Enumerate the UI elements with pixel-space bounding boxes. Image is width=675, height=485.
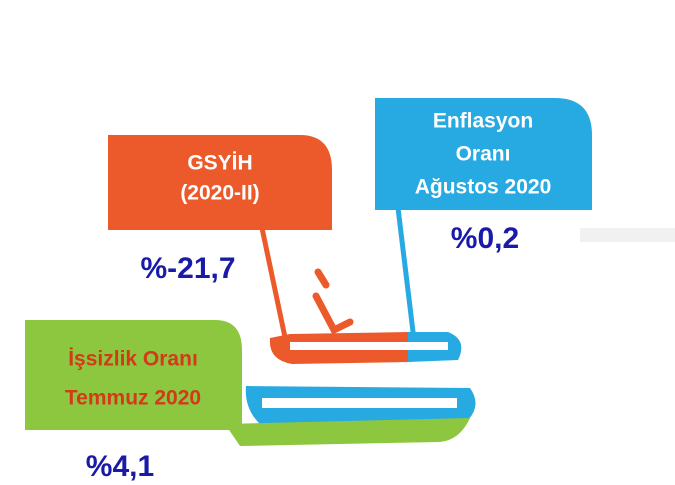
box-label: GSYİH [187, 152, 252, 175]
box-label: İşsizlik Oranı [68, 348, 198, 371]
box-label: (2020-II) [180, 182, 259, 205]
orange-band-inner [290, 342, 408, 350]
green-band [225, 418, 470, 446]
box-label: Enflasyon [433, 110, 533, 133]
unemployment-box [25, 320, 242, 430]
box-label: Oranı [456, 143, 511, 166]
gdp-box [108, 135, 332, 230]
orange-stick [259, 227, 289, 343]
blue-band-inner [408, 342, 448, 350]
inflation-box [375, 98, 592, 210]
orange-hook [312, 268, 354, 335]
value: %0,2 [451, 222, 519, 255]
value: %4,1 [86, 450, 154, 483]
box-label: Ağustos 2020 [415, 176, 552, 199]
blue-band-bottom-inner [262, 398, 457, 408]
value: %-21,7 [140, 252, 235, 285]
blue-stick [395, 207, 417, 341]
shadow-strip [580, 228, 675, 242]
box-label: Temmuz 2020 [65, 387, 201, 410]
